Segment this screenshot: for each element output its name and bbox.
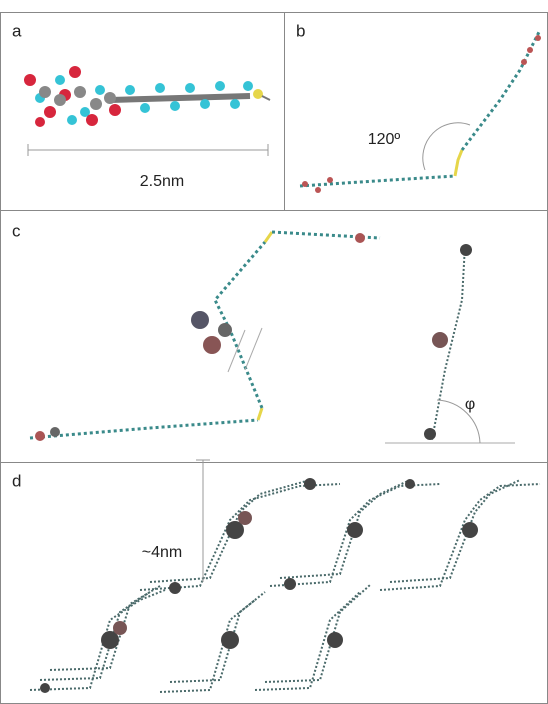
panel-label: a: [12, 21, 22, 40]
scale-label: ~4nm: [142, 544, 182, 561]
panel-label: c: [12, 221, 21, 240]
scale-label: 2.5nm: [140, 173, 184, 190]
background: [0, 0, 548, 704]
panel-label: b: [296, 21, 305, 40]
panel-label: d: [12, 471, 21, 490]
angle-label: 120º: [368, 131, 401, 148]
figure: a 2.5nm b: [0, 0, 548, 704]
angle-label: φ: [465, 396, 475, 413]
